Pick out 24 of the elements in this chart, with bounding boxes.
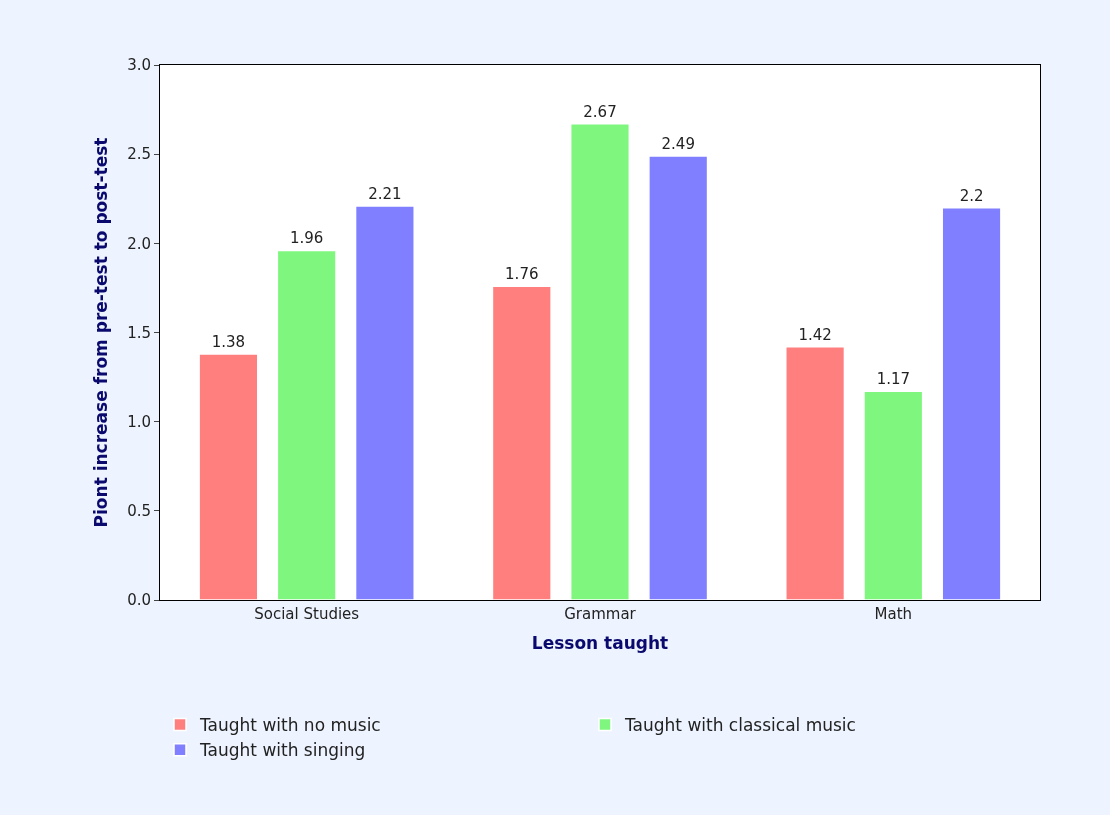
data-label: 1.96 bbox=[289, 229, 324, 248]
x-axis-title: Lesson taught bbox=[531, 633, 669, 654]
legend-label: Taught with singing bbox=[199, 740, 366, 761]
data-label: 2.49 bbox=[661, 134, 695, 153]
legend-label: Taught with no music bbox=[199, 715, 381, 736]
data-label: 2.21 bbox=[368, 184, 402, 203]
legend-label: Taught with classical music bbox=[624, 715, 856, 736]
data-label: 1.76 bbox=[505, 265, 539, 284]
y-tick-label: 1.5 bbox=[127, 323, 151, 342]
data-label: 1.42 bbox=[798, 325, 832, 344]
y-tick-label: 3.0 bbox=[127, 56, 151, 75]
y-tick-label: 0.5 bbox=[127, 502, 151, 521]
data-label: 2.2 bbox=[959, 186, 984, 205]
data-label: 2.67 bbox=[583, 102, 617, 121]
y-tick-label: 1.0 bbox=[127, 412, 151, 431]
x-tick-label: Math bbox=[874, 605, 913, 623]
y-tick-label: 2.5 bbox=[127, 145, 151, 164]
y-axis-title: Piont increase from pre-test to post-test bbox=[90, 137, 111, 528]
y-tick-label: 0.0 bbox=[127, 591, 151, 610]
x-tick-label: Grammar bbox=[564, 605, 637, 623]
x-tick-label: Social Studies bbox=[254, 605, 360, 623]
data-label: 1.17 bbox=[876, 370, 911, 389]
y-tick-label: 2.0 bbox=[127, 234, 151, 253]
data-label: 1.38 bbox=[211, 332, 246, 351]
